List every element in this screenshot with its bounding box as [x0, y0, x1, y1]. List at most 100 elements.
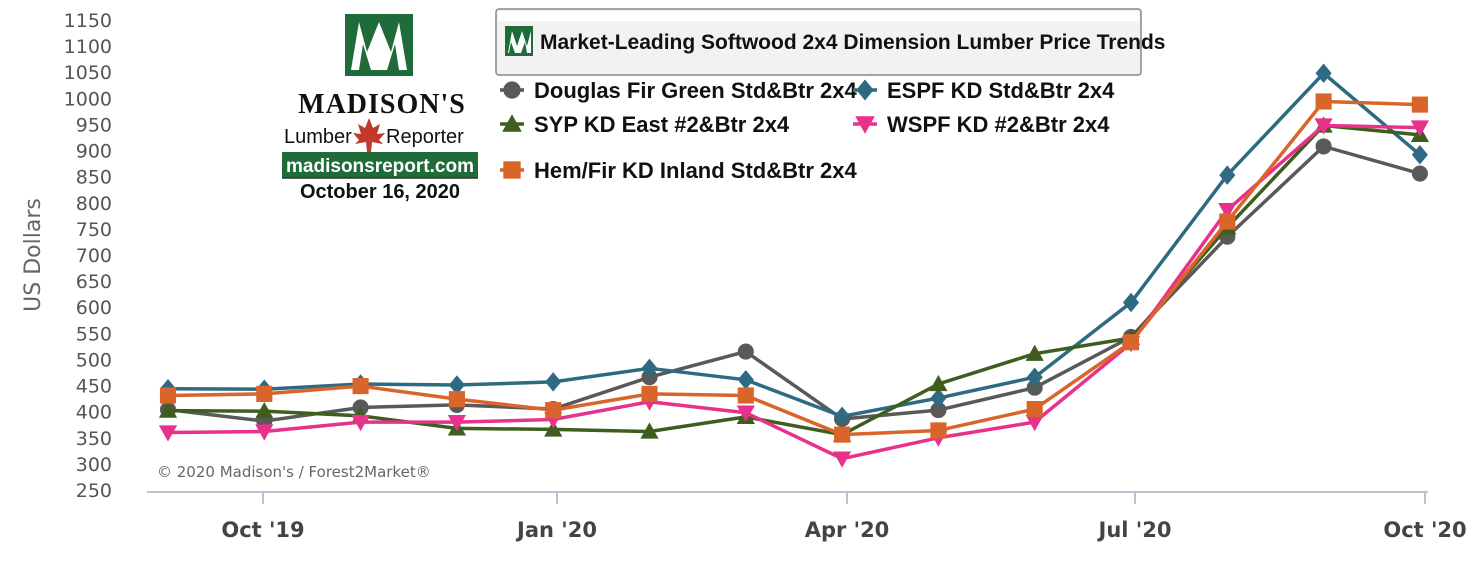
maple-leaf-icon [353, 118, 385, 152]
series-line [167, 123, 1420, 461]
data-point [1025, 414, 1044, 432]
y-tick-label: 750 [76, 219, 112, 241]
x-tick-label: Jul '20 [1097, 518, 1172, 542]
legend-marker [503, 161, 521, 179]
data-point [641, 385, 658, 402]
data-point [930, 388, 947, 408]
brand-subtitle-right: Reporter [386, 126, 464, 148]
legend-marker [855, 116, 875, 134]
copyright-text: © 2020 Madison's / Forest2Market® [157, 463, 431, 481]
legend-label: Hem/Fir KD Inland Std&Btr 2x4 [534, 158, 857, 183]
data-point [834, 426, 851, 443]
data-point [1026, 400, 1043, 418]
legend-marker [503, 81, 521, 99]
data-point [1219, 213, 1236, 230]
legend-item: SYP KD East #2&Btr 2x4 [500, 112, 790, 137]
y-tick-label: 850 [76, 167, 112, 189]
data-point [930, 422, 947, 439]
data-point [1410, 120, 1429, 137]
y-tick-label: 1100 [64, 36, 112, 58]
y-tick-label: 650 [76, 271, 112, 293]
series-line [167, 144, 1421, 423]
y-tick-label: 1050 [64, 62, 112, 84]
x-tick-label: Oct '19 [221, 518, 304, 542]
y-tick-label: 900 [76, 141, 112, 163]
data-point [1314, 118, 1333, 135]
chart-title: Market-Leading Softwood 2x4 Dimension Lu… [540, 31, 1165, 54]
data-point [1411, 165, 1428, 182]
chart-title-box: Market-Leading Softwood 2x4 Dimension Lu… [495, 8, 1165, 76]
data-point [737, 370, 754, 390]
data-point [834, 406, 851, 427]
y-tick-label: 1000 [64, 88, 112, 110]
data-point [255, 424, 274, 441]
data-point [1315, 93, 1332, 110]
series-layer [158, 63, 1429, 468]
legend-label: ESPF KD Std&Btr 2x4 [887, 78, 1115, 103]
data-point [930, 402, 947, 419]
y-tick-label: 600 [76, 297, 112, 319]
legend-label: SYP KD East #2&Btr 2x4 [534, 112, 790, 137]
y-tick-label: 300 [76, 454, 112, 476]
series-line [167, 71, 1422, 419]
data-point [256, 385, 273, 402]
data-point [833, 451, 852, 468]
data-point [158, 401, 178, 418]
data-point [1026, 367, 1043, 387]
x-tick-label: Oct '20 [1383, 518, 1466, 542]
report-date: October 16, 2020 [300, 181, 460, 203]
y-tick-label: 700 [76, 245, 112, 267]
legend-item: Douglas Fir Green Std&Btr 2x4 [500, 78, 858, 103]
axes: 250 300 350 400 450 500 550 600 650 700 750 800 850 9… [64, 10, 1467, 542]
title-logo-glyph [508, 31, 531, 53]
data-point [351, 414, 370, 432]
data-point [641, 358, 658, 379]
data-point [1025, 344, 1044, 361]
url-banner [282, 152, 478, 178]
brand-name: MADISON'S [298, 89, 466, 120]
data-point [447, 414, 466, 432]
data-point [640, 422, 659, 439]
data-point [158, 425, 178, 442]
y-tick-label: 950 [76, 114, 112, 136]
series-line [167, 123, 1421, 437]
y-tick-label: 250 [76, 480, 112, 502]
y-axis-label: US Dollars [21, 198, 46, 312]
x-tick-label: Apr '20 [805, 518, 890, 542]
data-point [1411, 144, 1428, 165]
y-tick-label: 400 [76, 402, 112, 424]
logo-m-glyph [351, 22, 407, 70]
y-tick-label: 350 [76, 428, 112, 450]
chart-legend: Douglas Fir Green Std&Btr 2x4 ESPF KD Std… [500, 78, 1115, 183]
data-point [1315, 63, 1332, 84]
legend-marker [502, 114, 522, 132]
data-point [737, 343, 754, 360]
brand-url[interactable]: madisonsreport.com [286, 156, 474, 177]
madisons-logo [345, 14, 413, 76]
legend-label: WSPF KD #2&Btr 2x4 [887, 112, 1110, 137]
data-point [929, 374, 948, 392]
legend-item: ESPF KD Std&Btr 2x4 [853, 78, 1115, 103]
y-tick-label: 450 [76, 376, 112, 398]
legend-marker [856, 79, 874, 101]
data-point [352, 378, 369, 395]
data-point [1122, 334, 1140, 351]
y-tick-label: 500 [76, 349, 112, 371]
data-point [1219, 165, 1236, 185]
y-tick-label: 800 [76, 193, 112, 215]
data-point [545, 402, 562, 419]
legend-item: WSPF KD #2&Btr 2x4 [853, 112, 1110, 137]
x-tick-label: Jan '20 [515, 518, 597, 542]
data-point [736, 405, 755, 422]
legend-label: Douglas Fir Green Std&Btr 2x4 [534, 78, 858, 103]
data-point [1411, 96, 1428, 113]
legend-item: Hem/Fir KD Inland Std&Btr 2x4 [500, 158, 857, 183]
data-point [1218, 202, 1237, 220]
y-tick-label: 1150 [64, 10, 112, 32]
data-point [255, 402, 274, 419]
brand-subtitle-left: Lumber [284, 126, 352, 148]
data-point [448, 375, 465, 395]
data-point [545, 372, 562, 392]
series-line [167, 99, 1420, 437]
